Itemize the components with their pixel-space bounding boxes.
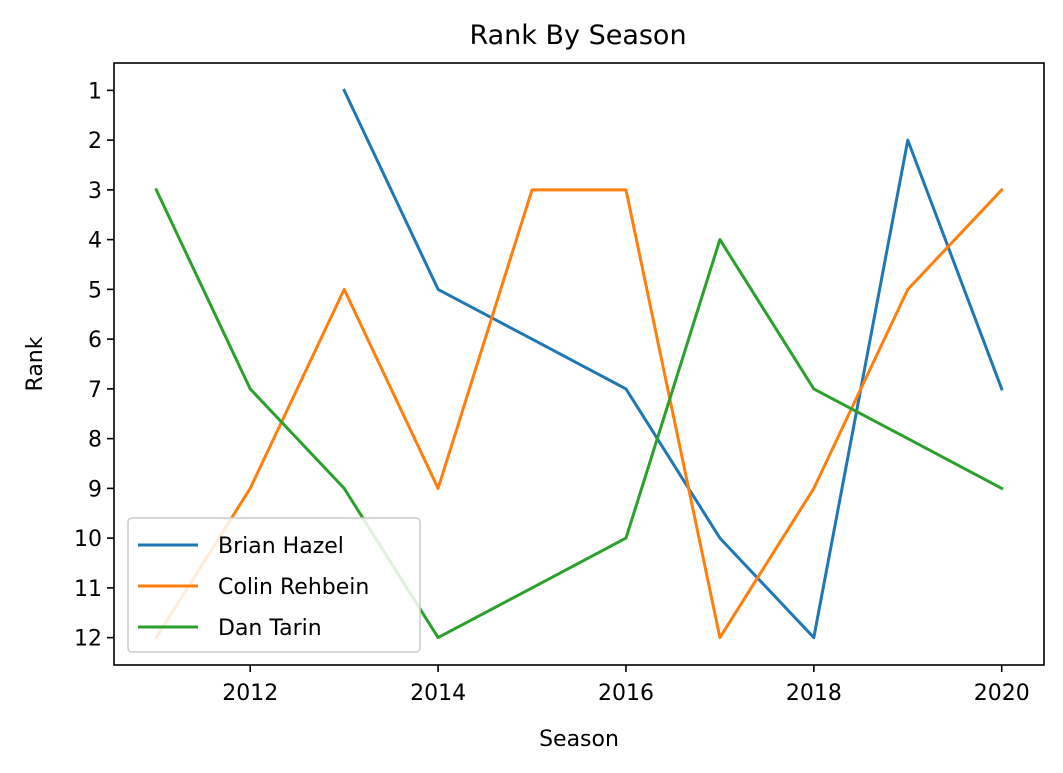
y-tick-label: 3	[88, 179, 102, 204]
plot-lines	[154, 88, 1004, 640]
legend-label: Dan Tarin	[218, 616, 322, 641]
y-tick-label: 8	[88, 428, 102, 453]
legend-frame	[127, 517, 421, 653]
legend-label: Colin Rehbein	[218, 575, 369, 600]
y-axis-title: Rank	[23, 336, 48, 391]
y-tick-label: 11	[74, 577, 102, 602]
x-tick-label: 2016	[598, 681, 654, 706]
x-tick-label: 2012	[222, 681, 278, 706]
series-line-brian-hazel	[342, 88, 1004, 640]
y-tick-label: 6	[88, 328, 102, 353]
y-tick-label: 1	[88, 79, 102, 104]
series-line-colin-rehbein	[154, 187, 1004, 640]
x-tick-label: 2014	[410, 681, 466, 706]
series-line-dan-tarin	[154, 187, 1004, 640]
y-tick-label: 10	[74, 527, 102, 552]
chart-title: Rank By Season	[469, 20, 686, 51]
y-tick-label: 2	[88, 129, 102, 154]
legend-label: Brian Hazel	[218, 534, 344, 559]
plot-frame	[113, 62, 1045, 666]
x-tick-label: 2020	[974, 681, 1030, 706]
y-tick-label: 9	[88, 477, 102, 502]
y-tick-label: 5	[88, 278, 102, 303]
x-axis-title: Season	[539, 727, 619, 752]
x-axis-ticks: 2012 2014 2016 2018 2020	[222, 665, 1030, 706]
y-tick-label: 4	[88, 229, 102, 254]
x-tick-label: 2018	[786, 681, 842, 706]
y-tick-label: 12	[74, 627, 102, 652]
legend: Brian Hazel Colin Rehbein Dan Tarin	[127, 517, 421, 653]
y-tick-label: 7	[88, 378, 102, 403]
